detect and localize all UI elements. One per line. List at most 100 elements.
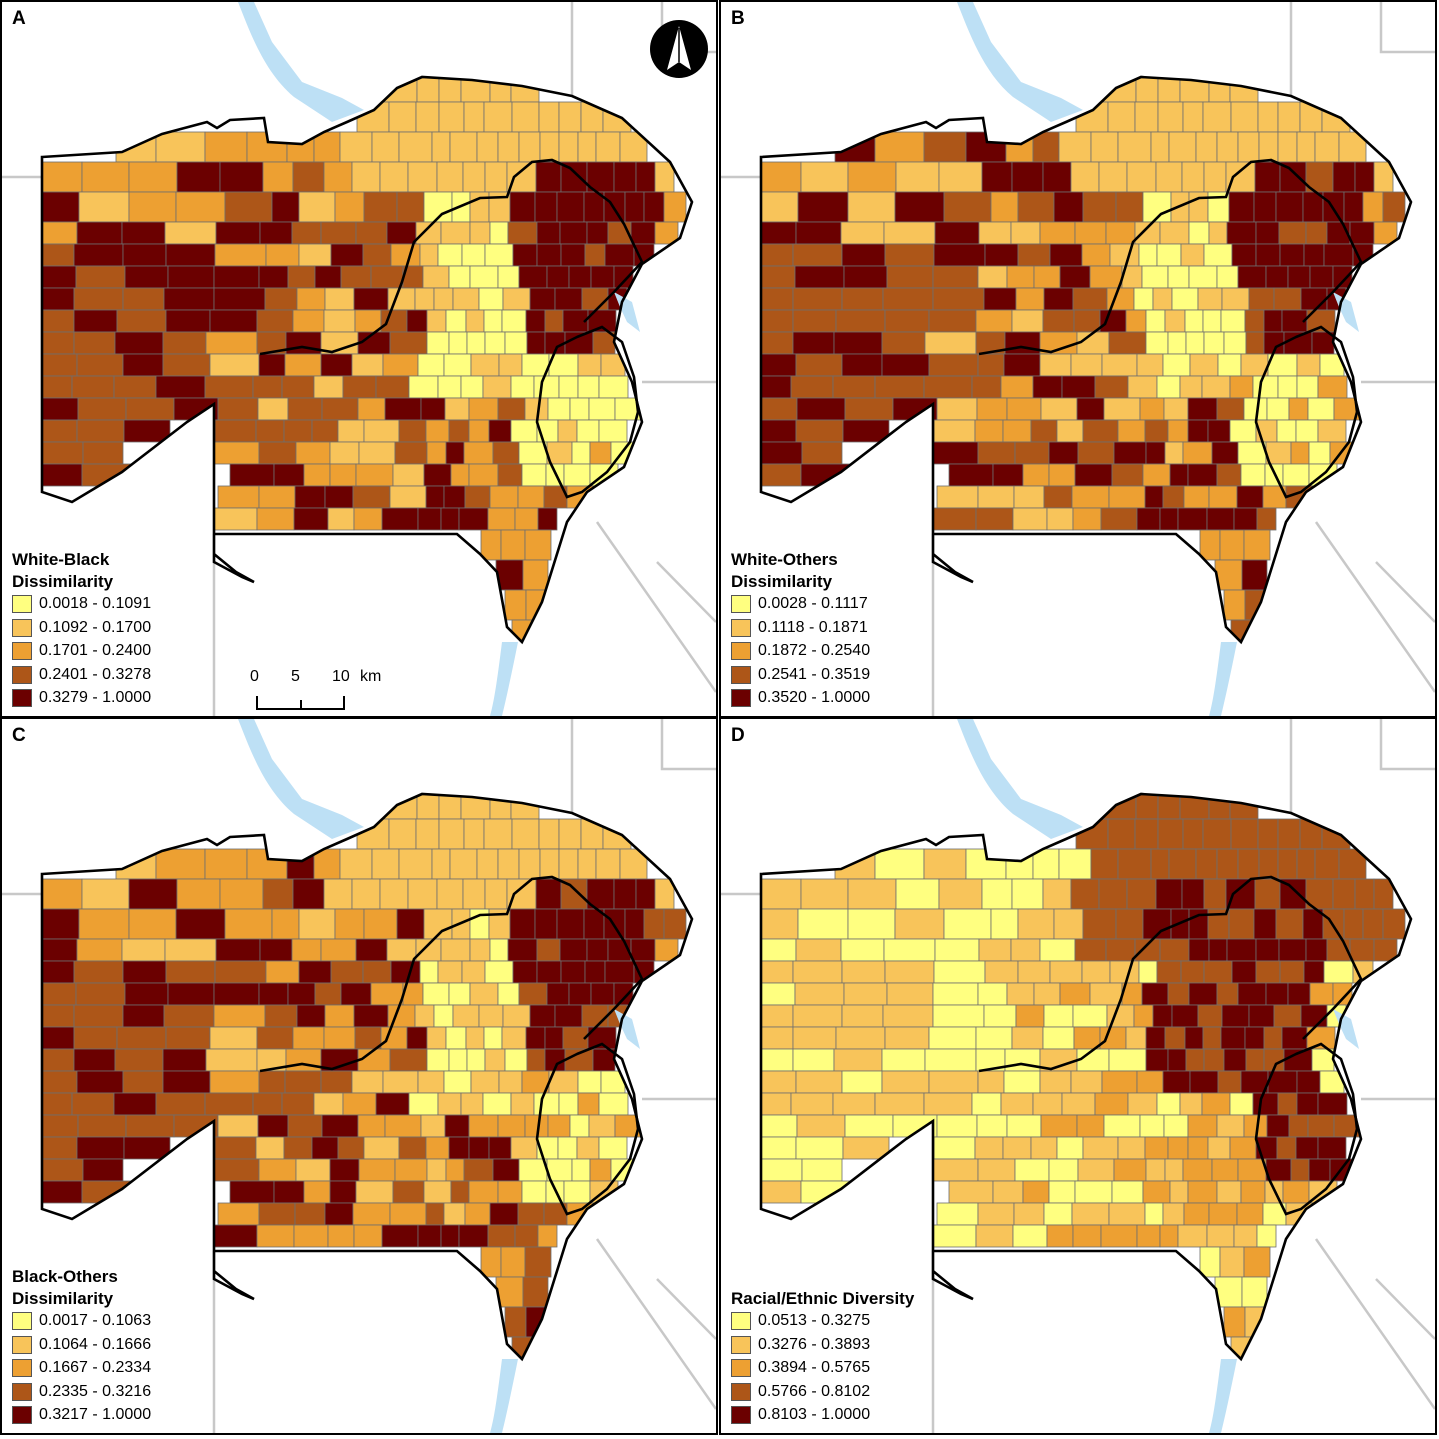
census-tract <box>884 309 930 333</box>
census-tract <box>1012 1224 1048 1248</box>
census-tract <box>1349 938 1375 962</box>
census-tract <box>1144 485 1164 509</box>
census-tract <box>1090 848 1119 880</box>
census-tract <box>1220 1026 1246 1050</box>
census-tract <box>426 1048 450 1072</box>
census-tract <box>205 331 258 355</box>
census-tract <box>525 589 551 621</box>
legend-entry: 0.1118 - 0.1871 <box>731 616 921 640</box>
census-tract <box>469 221 491 245</box>
census-tract <box>1168 131 1197 163</box>
census-tract <box>983 287 1017 311</box>
census-tract <box>1188 938 1210 962</box>
census-tract <box>1187 419 1209 443</box>
census-tract <box>1006 1114 1042 1138</box>
census-tract <box>71 1092 115 1116</box>
census-tract <box>569 1114 590 1138</box>
census-tract <box>576 1136 600 1160</box>
census-tract <box>125 1114 175 1138</box>
census-tract <box>329 441 360 465</box>
census-tract <box>354 309 382 333</box>
census-tract <box>1181 878 1205 910</box>
census-tract <box>42 265 77 289</box>
census-tract <box>761 1114 798 1138</box>
census-tract <box>489 485 519 509</box>
census-tract <box>586 938 609 962</box>
census-tract <box>504 1306 527 1338</box>
census-tract <box>927 507 977 531</box>
census-tract <box>794 265 845 289</box>
census-tract <box>1145 441 1166 465</box>
census-tract <box>76 353 124 377</box>
census-tract <box>881 331 926 355</box>
census-tract <box>286 848 315 880</box>
census-tract <box>1070 878 1100 910</box>
census-tract <box>557 1136 578 1160</box>
census-tract <box>483 309 503 333</box>
census-tract <box>1042 161 1072 193</box>
legend-swatch <box>731 689 751 708</box>
census-tract <box>351 353 384 377</box>
census-tract <box>797 191 849 223</box>
legend-label: 0.0018 - 0.1091 <box>39 595 152 613</box>
census-tract <box>482 375 512 399</box>
census-tract <box>1188 221 1210 245</box>
census-tract <box>1056 1136 1084 1160</box>
census-tract <box>224 191 273 223</box>
census-tract <box>1263 1026 1283 1050</box>
census-tract <box>588 397 616 421</box>
census-tract <box>1048 463 1076 487</box>
legend: White-Black Dissimilarity 0.0018 - 0.109… <box>12 549 202 711</box>
census-tract <box>122 353 164 377</box>
census-tract <box>1150 848 1170 880</box>
census-tract <box>525 309 546 333</box>
census-tract <box>208 1224 258 1248</box>
legend-swatch <box>731 1335 751 1354</box>
census-tract <box>977 353 1005 377</box>
legend-label: 0.1667 - 0.2334 <box>39 1359 152 1377</box>
census-tract <box>1216 463 1242 487</box>
census-tract <box>927 1224 977 1248</box>
legend-entry: 0.0513 - 0.3275 <box>731 1310 921 1334</box>
census-tract <box>1179 77 1210 103</box>
census-tract <box>363 1136 400 1160</box>
census-tract <box>42 221 78 245</box>
census-tract <box>1099 1026 1127 1050</box>
census-tract <box>841 287 884 311</box>
census-tract <box>1252 1092 1279 1116</box>
census-tract <box>1155 878 1183 910</box>
census-tract <box>463 1158 494 1182</box>
census-tract <box>1187 1114 1218 1138</box>
census-tract <box>1314 848 1340 880</box>
census-tract <box>1179 375 1203 399</box>
legend-label: 0.0017 - 0.1063 <box>39 1312 152 1330</box>
census-tract <box>1277 1092 1298 1116</box>
census-tract <box>507 221 538 245</box>
map-panel-d: D Racial/Ethnic Diversity 0.0513 - 0.327… <box>719 717 1437 1435</box>
census-tract <box>1182 818 1204 850</box>
legend-label: 0.0513 - 0.3275 <box>758 1312 871 1330</box>
census-tract <box>936 485 979 509</box>
census-tract <box>425 1202 445 1226</box>
census-tract <box>1039 221 1076 245</box>
census-tract <box>1039 353 1072 377</box>
census-tract <box>334 908 365 940</box>
census-tract <box>971 1092 1002 1116</box>
census-tract <box>419 960 439 984</box>
census-tract <box>976 397 1008 421</box>
census-tract <box>792 287 843 311</box>
census-tract <box>497 1114 526 1138</box>
census-tract <box>577 1092 600 1116</box>
census-tract <box>795 353 843 377</box>
census-tract <box>1282 1180 1310 1204</box>
panel-letter: D <box>731 725 745 746</box>
panel-letter: C <box>12 725 26 746</box>
census-tract <box>1157 101 1184 133</box>
census-tract <box>42 191 80 223</box>
census-tract <box>448 419 470 443</box>
census-tract <box>258 265 289 289</box>
census-tract <box>155 848 206 880</box>
census-tract <box>42 1026 75 1050</box>
census-tract <box>1277 131 1298 163</box>
legend-swatch <box>731 618 751 637</box>
